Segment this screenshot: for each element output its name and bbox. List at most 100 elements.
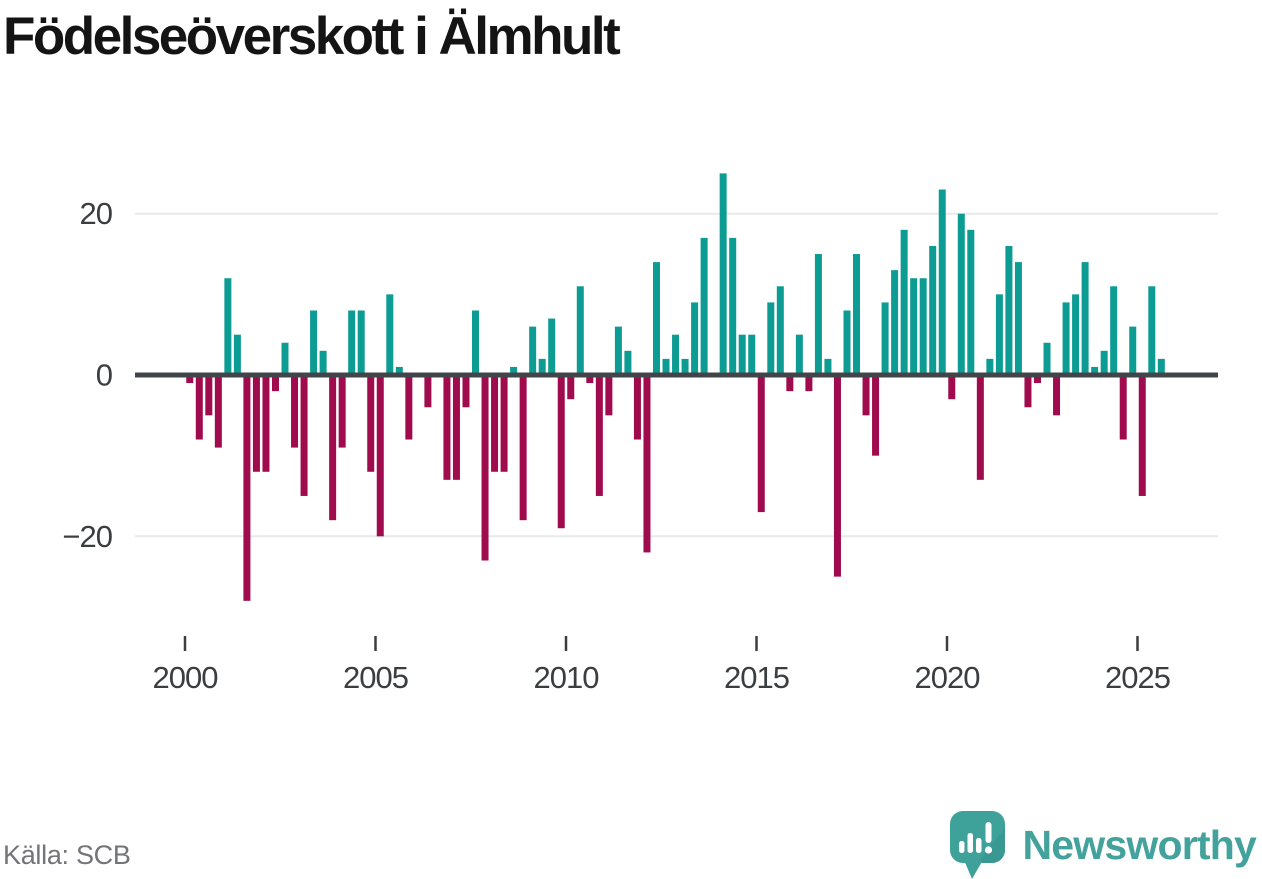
bar-2002-Q4: [291, 375, 299, 448]
bar-2003-Q2: [310, 310, 318, 375]
newsworthy-wordmark: Newsworthy: [1022, 822, 1257, 868]
bar-2003-Q3: [319, 350, 327, 376]
bar-2001-Q1: [224, 278, 232, 375]
bar-2021-Q3: [1005, 245, 1013, 375]
bar-2008-Q2: [500, 375, 508, 472]
bar-2020-Q1: [948, 375, 956, 400]
bar-2016-Q3: [814, 254, 822, 375]
bar-2022-Q1: [1024, 375, 1032, 408]
bar-2009-Q2: [538, 358, 546, 375]
bar-2003-Q4: [329, 375, 337, 521]
bar-2014-Q4: [748, 334, 756, 375]
bar-2016-Q2: [805, 375, 813, 392]
bar-2004-Q4: [367, 375, 375, 472]
x-axis-label: 2015: [724, 660, 789, 695]
bar-2019-Q2: [919, 278, 927, 375]
bar-2024-Q4: [1129, 326, 1137, 375]
bar-2012-Q1: [643, 375, 651, 553]
bar-2009-Q1: [529, 326, 537, 375]
bar-2017-Q1: [833, 375, 841, 577]
bar-2002-Q3: [281, 342, 289, 375]
bar-2025-Q2: [1148, 286, 1156, 375]
page-title: Födelseöverskott i Älmhult: [3, 7, 621, 66]
bar-2011-Q2: [614, 326, 622, 375]
x-axis-label: 2010: [534, 660, 600, 695]
bar-2019-Q4: [938, 189, 946, 375]
bar-2010-Q3: [586, 375, 594, 384]
bar-2002-Q2: [271, 375, 279, 392]
bar-2013-Q2: [691, 302, 699, 375]
bar-2018-Q3: [891, 270, 899, 375]
bar-2012-Q4: [672, 334, 680, 375]
bar-2024-Q2: [1110, 286, 1118, 375]
bar-2018-Q4: [900, 229, 908, 375]
bar-2011-Q1: [605, 375, 613, 416]
bar-2006-Q2: [424, 375, 432, 408]
bar-2005-Q3: [395, 366, 403, 375]
bar-2019-Q1: [910, 278, 918, 375]
bar-2018-Q2: [881, 302, 889, 375]
bar-2020-Q4: [976, 375, 984, 480]
bar-2010-Q2: [576, 286, 584, 375]
bar-2008-Q4: [519, 375, 527, 521]
bar-2025-Q1: [1138, 375, 1146, 496]
bar-2010-Q1: [567, 375, 575, 400]
bar-2000-Q2: [195, 375, 203, 440]
x-axis-label: 2025: [1105, 660, 1170, 695]
bar-2009-Q3: [548, 318, 556, 375]
bar-2004-Q2: [348, 310, 356, 375]
bar-2016-Q4: [824, 358, 832, 375]
newsworthy-brand: Newsworthy: [947, 810, 1257, 879]
bar-2006-Q4: [443, 375, 451, 480]
bar-2007-Q1: [452, 375, 460, 480]
bar-2020-Q2: [957, 213, 965, 375]
bar-2014-Q2: [729, 237, 737, 375]
bar-2018-Q1: [872, 375, 880, 456]
bar-2023-Q3: [1081, 262, 1089, 375]
bar-2001-Q3: [243, 375, 251, 601]
bar-2019-Q3: [929, 245, 937, 375]
bar-2000-Q1: [186, 375, 194, 384]
x-axis-label: 2005: [343, 660, 408, 695]
bar-2007-Q3: [472, 310, 480, 375]
bar-2022-Q3: [1043, 342, 1051, 375]
bar-2015-Q3: [776, 286, 784, 375]
bar-2000-Q4: [214, 375, 222, 448]
bar-2013-Q3: [700, 237, 708, 375]
bar-2007-Q4: [481, 375, 489, 561]
source-note: Källa: SCB: [3, 840, 131, 870]
bar-2023-Q4: [1091, 366, 1099, 375]
y-axis-label: −20: [62, 519, 112, 554]
bar-2015-Q2: [767, 302, 775, 375]
bar-2007-Q2: [462, 375, 470, 408]
bar-2005-Q4: [405, 375, 413, 440]
bar-2013-Q1: [681, 358, 689, 375]
bar-2023-Q2: [1072, 294, 1080, 375]
bar-2021-Q2: [995, 294, 1003, 375]
bar-2025-Q3: [1157, 358, 1165, 375]
bar-2004-Q3: [357, 310, 365, 375]
bar-2001-Q4: [252, 375, 260, 472]
bar-2015-Q4: [786, 375, 794, 392]
bar-2012-Q2: [652, 262, 660, 375]
bar-2008-Q3: [510, 366, 518, 375]
x-axis-label: 2020: [915, 660, 981, 695]
newsworthy-logo-icon: [949, 811, 1005, 879]
bar-2005-Q1: [376, 375, 384, 537]
bar-2017-Q3: [853, 254, 861, 375]
x-axis-label: 2000: [153, 660, 219, 695]
bar-2001-Q2: [233, 334, 241, 375]
bar-2000-Q3: [205, 375, 213, 416]
bar-2021-Q1: [986, 358, 994, 375]
bar-2024-Q3: [1119, 375, 1127, 440]
bar-2022-Q4: [1053, 375, 1061, 416]
bar-2023-Q1: [1062, 302, 1070, 375]
bar-2017-Q2: [843, 310, 851, 375]
bar-2014-Q1: [719, 173, 727, 376]
bar-2002-Q1: [262, 375, 270, 472]
bar-2021-Q4: [1014, 262, 1022, 375]
y-axis-label: 20: [80, 196, 113, 231]
bar-2008-Q1: [491, 375, 499, 472]
